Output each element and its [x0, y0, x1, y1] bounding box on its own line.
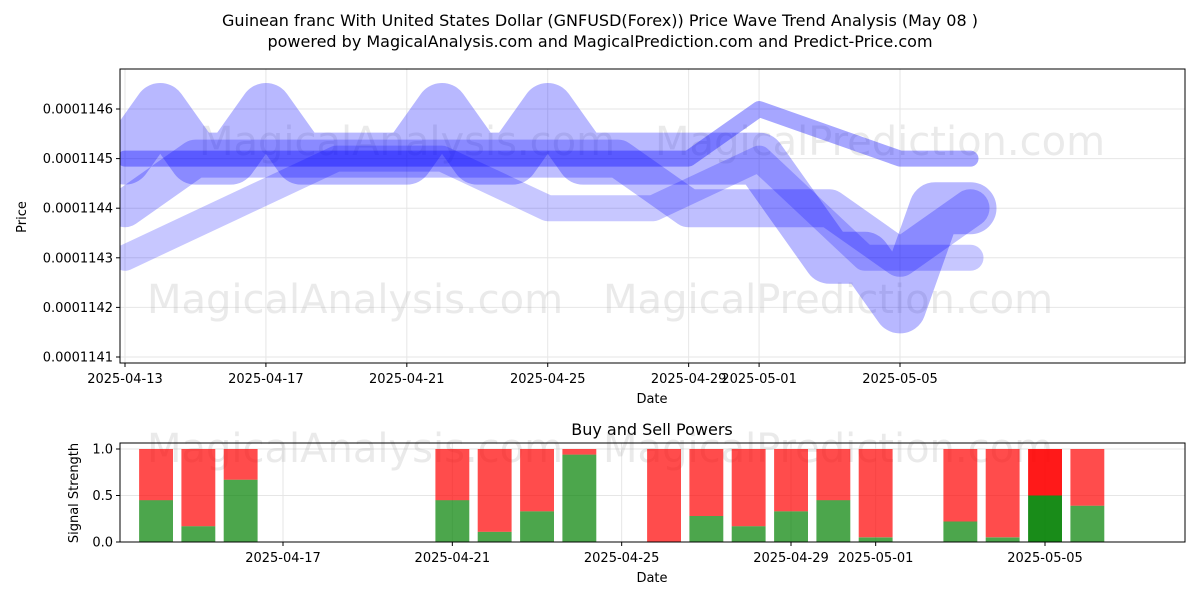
- main-x-axis-label: Date: [636, 392, 667, 407]
- power-x-tick-label: 2025-04-25: [584, 551, 660, 566]
- buy-bar: [858, 537, 893, 543]
- buy-bar: [477, 531, 512, 542]
- buy-bar: [774, 511, 808, 542]
- buy-bar: [223, 479, 258, 542]
- sell-bar: [223, 449, 258, 480]
- main-grid: [120, 69, 1185, 363]
- sell-bar: [562, 449, 597, 455]
- sell-bar: [181, 449, 216, 527]
- wave-series-group: [120, 83, 997, 334]
- main-y-axis: 0.0001141 0.0001142 0.0001143 0.0001144 0.00…: [43, 103, 120, 366]
- main-x-tick-label: 2025-04-21: [369, 372, 445, 387]
- main-x-tick-label: 2025-04-29: [651, 372, 727, 387]
- main-y-axis-label: Price: [15, 201, 30, 233]
- main-y-tick-label: 0.0001143: [43, 251, 113, 266]
- main-y-tick-label: 0.0001141: [43, 351, 113, 366]
- chart-title: Guinean franc With United States Dollar …: [222, 11, 978, 30]
- buy-bar: [816, 500, 851, 542]
- buy-bar: [1070, 505, 1105, 542]
- main-y-tick-label: 0.0001146: [43, 103, 113, 118]
- sell-bar: [520, 449, 554, 512]
- sell-bar: [689, 449, 724, 516]
- sell-bar: [139, 449, 173, 501]
- main-x-tick-label: 2025-04-13: [87, 372, 163, 387]
- main-x-tick-label: 2025-04-25: [510, 372, 586, 387]
- sell-bar: [731, 449, 766, 527]
- chart-subtitle: powered by MagicalAnalysis.com and Magic…: [267, 32, 932, 51]
- wave-series-line: [120, 145, 984, 271]
- buy-bar: [562, 454, 597, 542]
- sell-bar: [774, 449, 808, 512]
- wave-series-line: [120, 101, 979, 167]
- buy-bar: [181, 526, 216, 542]
- main-x-tick-label: 2025-04-17: [228, 372, 304, 387]
- buy-bar: [943, 521, 978, 542]
- watermark-main-bottom: MagicalAnalysis.com MagicalPrediction.com: [147, 277, 1053, 323]
- buy-bar: [520, 511, 554, 542]
- wave-series-line: [120, 139, 990, 277]
- power-y-tick-label: 0.5: [92, 489, 113, 504]
- sell-bar: [985, 449, 1020, 538]
- buy-bar: [435, 500, 470, 542]
- main-x-axis: 2025-04-13 2025-04-17 2025-04-21 2025-04-25…: [87, 363, 938, 387]
- sell-bar: [435, 449, 470, 501]
- power-x-tick-label: 2025-04-29: [753, 551, 829, 566]
- watermark-main-top: MagicalAnalysis.com MagicalPrediction.com: [199, 119, 1105, 165]
- main-y-tick-label: 0.0001144: [43, 202, 113, 217]
- wave-series-line: [120, 83, 997, 334]
- power-y-tick-label: 1.0: [92, 443, 113, 458]
- power-x-tick-label: 2025-04-17: [245, 551, 321, 566]
- sell-bar: [816, 449, 851, 501]
- power-x-tick-label: 2025-04-21: [415, 551, 491, 566]
- wave-layer: [120, 83, 997, 334]
- power-plot-frame: [119, 442, 1186, 543]
- sell-bar: [858, 449, 893, 538]
- main-plot-frame: [119, 68, 1186, 364]
- sell-bar: [1070, 449, 1105, 506]
- power-x-tick-label: 2025-05-05: [1007, 551, 1083, 566]
- buy-bar: [731, 526, 766, 542]
- power-x-axis: 2025-04-17 2025-04-21 2025-04-25 2025-04-29…: [245, 542, 1083, 566]
- main-x-tick-label: 2025-05-05: [862, 372, 938, 387]
- power-y-axis: 0.0 0.5 1.0: [92, 443, 120, 551]
- buy-bar: [689, 516, 724, 542]
- power-x-tick-label: 2025-05-01: [838, 551, 914, 566]
- power-bars-group: [139, 449, 1105, 543]
- main-y-tick-label: 0.0001145: [43, 152, 113, 167]
- power-y-axis-label: Signal Strength: [67, 443, 82, 543]
- buy-bar: [1028, 495, 1062, 542]
- power-y-tick-label: 0.0: [92, 536, 113, 551]
- sell-bar: [1028, 449, 1062, 496]
- sell-bar: [943, 449, 978, 522]
- power-x-axis-label: Date: [636, 571, 667, 586]
- sell-bar: [477, 449, 512, 532]
- buy-bar: [139, 500, 173, 542]
- sell-bar: [647, 449, 681, 542]
- buy-bar: [985, 537, 1020, 543]
- main-y-tick-label: 0.0001142: [43, 301, 113, 316]
- main-x-tick-label: 2025-05-01: [721, 372, 797, 387]
- power-chart-title: Buy and Sell Powers: [571, 420, 733, 439]
